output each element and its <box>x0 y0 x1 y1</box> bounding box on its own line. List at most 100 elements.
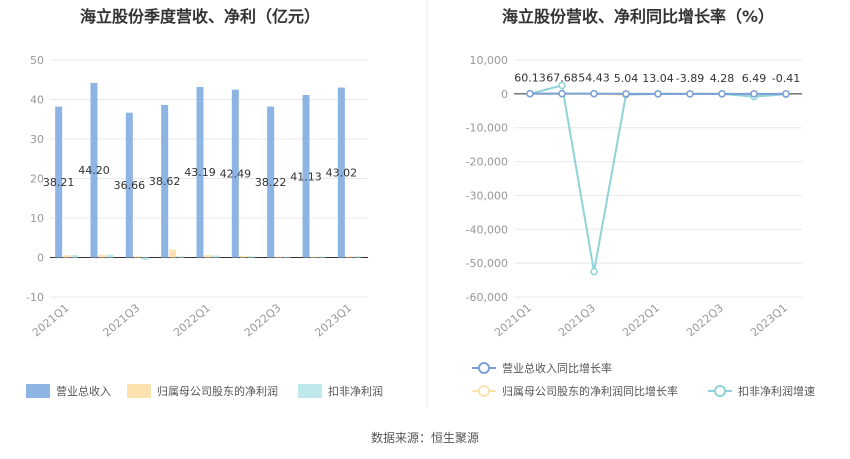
y-tick-label: 40 <box>30 94 44 107</box>
right-chart-title: 海立股份营收、净利同比增长率（%） <box>502 7 774 26</box>
y-tick-label: -40,000 <box>466 223 508 236</box>
data-source-text: 数据来源：恒生聚源 <box>371 430 479 445</box>
bar-revenue <box>337 87 345 258</box>
left-chart-title: 海立股份季度营收、净利（亿元） <box>80 7 320 26</box>
bar-data-label: 36.66 <box>114 179 146 192</box>
y-tick-label: -60,000 <box>466 291 508 304</box>
line-data-label: -3.89 <box>676 72 704 85</box>
line-data-label: 5.04 <box>614 72 639 85</box>
series-line-deducted-growth <box>529 84 787 272</box>
bar-revenue <box>161 104 169 258</box>
y-tick-label: 50 <box>30 54 44 67</box>
bar-revenue <box>55 106 63 258</box>
left-legend: 营业总收入 归属母公司股东的净利润 扣非净利润 <box>26 384 383 398</box>
x-tick-label: 2021Q3 <box>100 301 142 339</box>
legend-label-deducted-profit: 扣非净利润 <box>328 384 383 398</box>
right-legend: 营业总收入同比增长率 归属母公司股东的净利润同比增长率 扣非净利润增速 <box>472 361 815 398</box>
bar-net-profit <box>133 256 141 258</box>
y-tick-label: -50,000 <box>466 257 508 270</box>
point-revenue-growth <box>654 90 662 98</box>
bar-data-label: 41.13 <box>290 170 322 183</box>
x-tick-label: 2021Q3 <box>556 301 598 339</box>
y-tick-label: 20 <box>30 173 44 186</box>
legend-label-revenue: 营业总收入 <box>56 384 111 398</box>
legend-swatch-net-profit <box>127 384 151 398</box>
x-tick-label: 2023Q1 <box>748 301 790 339</box>
bar-deducted-profit <box>353 256 361 258</box>
right-line-chart: -60,000 -50,000 -40,000 -30,000 -20,000 -10,0… <box>466 54 802 339</box>
bar-net-profit <box>98 254 106 258</box>
y-tick-label: 30 <box>30 133 44 146</box>
x-tick-label: 2023Q1 <box>312 301 354 339</box>
bar-data-label: 42.49 <box>220 168 252 181</box>
point-deducted-growth <box>558 81 566 90</box>
bar-data-label: 38.22 <box>255 176 287 189</box>
bar-revenue <box>90 82 98 258</box>
bar-deducted-profit <box>247 256 255 258</box>
bar-data-label: 38.21 <box>43 176 75 189</box>
legend-label-net-profit: 归属母公司股东的净利润 <box>157 384 278 398</box>
bar-revenue <box>196 86 204 258</box>
bar-data-label: 43.19 <box>184 166 216 179</box>
y-tick-label: -10 <box>26 291 44 304</box>
legend-marker-net-profit-growth <box>478 385 490 397</box>
point-revenue-growth <box>622 90 630 98</box>
legend-swatch-revenue <box>26 384 50 398</box>
bar-data-label: 38.62 <box>149 175 181 188</box>
legend-marker-deducted-growth <box>714 385 726 397</box>
bar-net-profit <box>204 255 212 258</box>
point-revenue-growth <box>558 89 566 98</box>
bar-revenue <box>302 95 310 258</box>
bar-deducted-profit <box>212 255 220 258</box>
y-tick-label: -30,000 <box>466 189 508 202</box>
x-tick-label: 2022Q1 <box>171 301 213 339</box>
line-data-label: 67.68 <box>546 72 578 85</box>
legend-swatch-deducted-profit <box>298 384 322 398</box>
x-tick-label: 2022Q3 <box>242 301 284 339</box>
legend-label-net-profit-growth: 归属母公司股东的净利润同比增长率 <box>502 384 678 398</box>
y-tick-label: -10,000 <box>466 122 508 135</box>
bar-net-profit <box>169 249 177 258</box>
line-data-label: 60.13 <box>514 72 546 85</box>
point-revenue-growth <box>526 89 534 98</box>
x-tick-label: 2022Q1 <box>620 301 662 339</box>
bar-net-profit <box>275 256 283 258</box>
line-data-label: 54.43 <box>578 72 610 85</box>
bar-net-profit <box>345 256 353 258</box>
bar-deducted-profit <box>318 256 326 258</box>
bar-net-profit <box>310 256 318 258</box>
bar-revenue <box>231 89 239 258</box>
point-revenue-growth <box>686 90 694 98</box>
point-revenue-growth <box>750 90 758 98</box>
point-revenue-growth <box>782 90 790 98</box>
legend-label-revenue-growth: 营业总收入同比增长率 <box>502 361 612 375</box>
line-data-label: 4.28 <box>710 72 735 85</box>
legend-label-deducted-growth: 扣非净利润增速 <box>738 384 815 398</box>
x-tick-label: 2021Q1 <box>492 301 534 339</box>
bar-deducted-profit <box>106 254 114 258</box>
bar-net-profit <box>63 255 71 258</box>
line-data-label: 6.49 <box>742 72 767 85</box>
legend-marker-revenue-growth <box>478 362 490 374</box>
bar-net-profit <box>239 255 247 258</box>
point-deducted-growth <box>590 267 598 276</box>
x-tick-label: 2022Q3 <box>684 301 726 339</box>
bar-deducted-profit <box>177 256 185 258</box>
line-data-label: 13.04 <box>642 72 674 85</box>
point-revenue-growth <box>590 89 598 98</box>
y-tick-label: 0 <box>37 252 44 265</box>
x-tick-label: 2021Q1 <box>30 301 72 339</box>
bar-deducted-profit <box>71 255 79 258</box>
y-tick-label: 10,000 <box>470 54 509 67</box>
bar-deducted-profit <box>141 257 149 260</box>
y-tick-label: 0 <box>501 88 508 101</box>
y-tick-label: -20,000 <box>466 156 508 169</box>
bar-revenue <box>125 112 133 258</box>
bar-deducted-profit <box>283 256 291 258</box>
point-revenue-growth <box>718 90 726 98</box>
line-data-label: -0.41 <box>772 72 800 85</box>
y-tick-label: 10 <box>30 212 44 225</box>
bar-revenue <box>267 106 275 258</box>
